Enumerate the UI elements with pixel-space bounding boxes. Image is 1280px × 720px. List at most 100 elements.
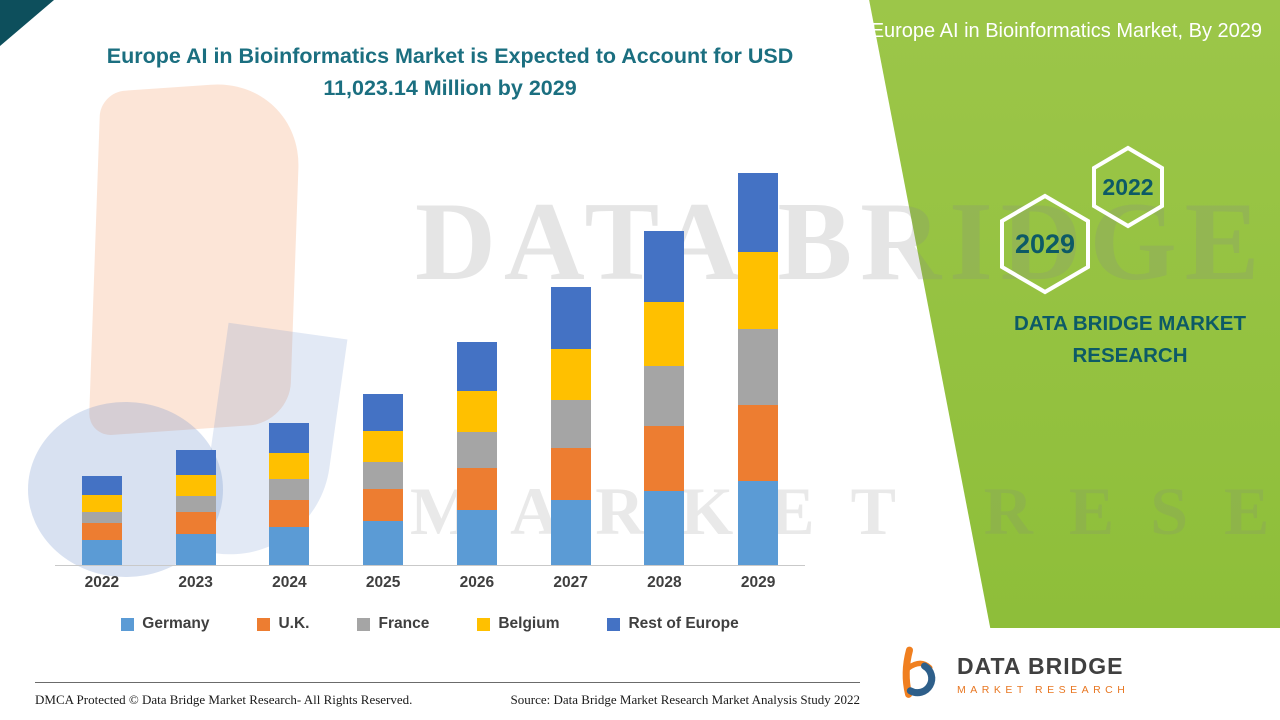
bar-stack-2027: [550, 138, 591, 565]
data-bridge-logo-icon: [902, 646, 936, 698]
logo-subtitle: MARKET RESEARCH: [957, 683, 1130, 696]
source-note: Source: Data Bridge Market Research Mark…: [510, 692, 860, 707]
legend-label-france: France: [378, 615, 430, 632]
x-axis-label-2022: 2022: [84, 574, 120, 591]
bar-segment-rest-of-europe-2022: [81, 476, 122, 496]
bar-segment-germany-2027: [550, 500, 591, 565]
x-axis-label-2024: 2024: [272, 574, 307, 591]
bar-segment-belgium-2026: [456, 390, 497, 432]
chart-plot-area: [55, 138, 805, 566]
bar-segment-rest-of-europe-2025: [363, 394, 404, 431]
bar-column-2023: [149, 138, 243, 565]
bar-stack-2024: [269, 138, 310, 565]
x-axis-label-2028: 2028: [647, 574, 682, 591]
bar-segment-france-2028: [644, 365, 685, 427]
bar-segment-belgium-2025: [363, 430, 404, 463]
bar-segment-belgium-2024: [269, 453, 310, 480]
hexagon-year-front: 2029: [1015, 229, 1075, 259]
bar-segment-rest-of-europe-2024: [269, 422, 310, 454]
x-axis-label-2029: 2029: [740, 574, 776, 591]
footer: DMCA Protected © Data Bridge Market Rese…: [35, 682, 860, 708]
watermark-data-bridge: DATA BRIDGE: [415, 180, 1268, 304]
bar-segment-germany-2022: [81, 540, 122, 565]
chart-legend: Germany U.K. France Belgium Rest of Europe: [55, 615, 805, 633]
bar-stack-2023: [175, 138, 216, 565]
bar-segment-germany-2028: [644, 490, 685, 565]
hexagon-badge-2029: 2029: [998, 193, 1092, 300]
bar-segment-germany-2025: [363, 520, 404, 565]
legend-swatch-france: [357, 617, 371, 631]
bar-column-2026: [430, 138, 524, 565]
bar-segment-u-k-2028: [644, 426, 685, 491]
legend-swatch-u-k: [257, 617, 271, 631]
bar-stack-2028: [644, 138, 685, 565]
bar-segment-germany-2024: [269, 527, 310, 565]
bar-segment-rest-of-europe-2028: [644, 230, 685, 302]
bar-segment-u-k-2029: [738, 404, 779, 482]
bar-stack-2025: [363, 138, 404, 565]
bar-segment-france-2022: [81, 511, 122, 524]
bar-column-2024: [243, 138, 337, 565]
legend-item-belgium: Belgium: [477, 615, 559, 633]
x-axis-labels: 2022 2023 2024 2025 2026 2027 2028 2029: [55, 574, 805, 592]
legend-label-u-k: U.K.: [278, 615, 310, 632]
legend-item-u-k: U.K.: [257, 615, 309, 633]
legend-item-rest-of-europe: Rest of Europe: [607, 615, 739, 633]
bar-segment-france-2025: [363, 462, 404, 489]
bar-column-2022: [55, 138, 149, 565]
legend-swatch-belgium: [477, 617, 491, 631]
legend-item-germany: Germany: [121, 615, 209, 633]
bar-segment-france-2029: [738, 329, 779, 405]
bar-column-2027: [524, 138, 618, 565]
bar-chart: 2022 2023 2024 2025 2026 2027 2028 2029: [55, 138, 805, 608]
hexagon-year-back: 2022: [1102, 174, 1153, 200]
corner-triangle-decoration: [0, 0, 54, 46]
x-axis-label-2023: 2023: [178, 574, 213, 591]
bar-segment-belgium-2022: [81, 495, 122, 512]
hexagon-outline: [1092, 145, 1164, 229]
bar-segment-rest-of-europe-2029: [738, 172, 779, 252]
logo-name: DATA BRIDGE: [957, 652, 1124, 679]
bar-segment-u-k-2024: [269, 500, 310, 528]
bar-segment-germany-2023: [175, 533, 216, 565]
bar-segment-u-k-2027: [550, 447, 591, 501]
hexagon-outline: [1000, 193, 1090, 295]
bar-column-2028: [618, 138, 712, 565]
logo-text-block: DATA BRIDGE MARKET RESEARCH: [957, 653, 1129, 696]
bar-segment-france-2024: [269, 479, 310, 501]
bar-stack-2022: [81, 138, 122, 565]
legend-item-france: France: [357, 615, 429, 633]
page-title: Europe AI in Bioinformatics Market is Ex…: [106, 44, 794, 101]
legend-swatch-rest-of-europe: [607, 617, 621, 631]
legend-label-belgium: Belgium: [498, 615, 560, 632]
bar-stack-2029: [738, 138, 779, 565]
bar-segment-belgium-2023: [175, 475, 216, 496]
x-axis-label-2025: 2025: [365, 574, 401, 591]
hexagon-badge-2022: 2022: [1090, 145, 1166, 234]
bar-segment-france-2023: [175, 495, 216, 512]
bar-segment-france-2026: [456, 431, 497, 468]
bar-segment-rest-of-europe-2027: [550, 286, 591, 350]
bar-segment-belgium-2028: [644, 301, 685, 366]
legend-label-germany: Germany: [142, 615, 210, 632]
bar-column-2029: [711, 138, 805, 565]
x-axis-label-2026: 2026: [459, 574, 495, 591]
logo-card: DATA BRIDGE MARKET RESEARCH: [862, 628, 1280, 720]
bar-stack-2026: [456, 138, 497, 565]
bar-segment-rest-of-europe-2026: [456, 341, 497, 391]
bar-segment-u-k-2026: [456, 467, 497, 511]
bar-column-2025: [336, 138, 430, 565]
side-panel-brand-text: DATA BRIDGE MARKET RESEARCH: [1014, 312, 1246, 367]
dmca-notice: DMCA Protected © Data Bridge Market Rese…: [35, 692, 413, 707]
bar-segment-u-k-2023: [175, 511, 216, 534]
x-axis-label-2027: 2027: [553, 574, 588, 591]
legend-swatch-germany: [121, 617, 135, 631]
bar-segment-u-k-2022: [81, 523, 122, 541]
side-panel-title: Europe AI in Bioinformatics Market, By 2…: [870, 20, 1262, 42]
bar-segment-u-k-2025: [363, 488, 404, 521]
bar-segment-belgium-2029: [738, 251, 779, 330]
legend-label-rest-of-europe: Rest of Europe: [628, 615, 739, 632]
bar-segment-germany-2029: [738, 481, 779, 565]
bar-segment-germany-2026: [456, 510, 497, 565]
